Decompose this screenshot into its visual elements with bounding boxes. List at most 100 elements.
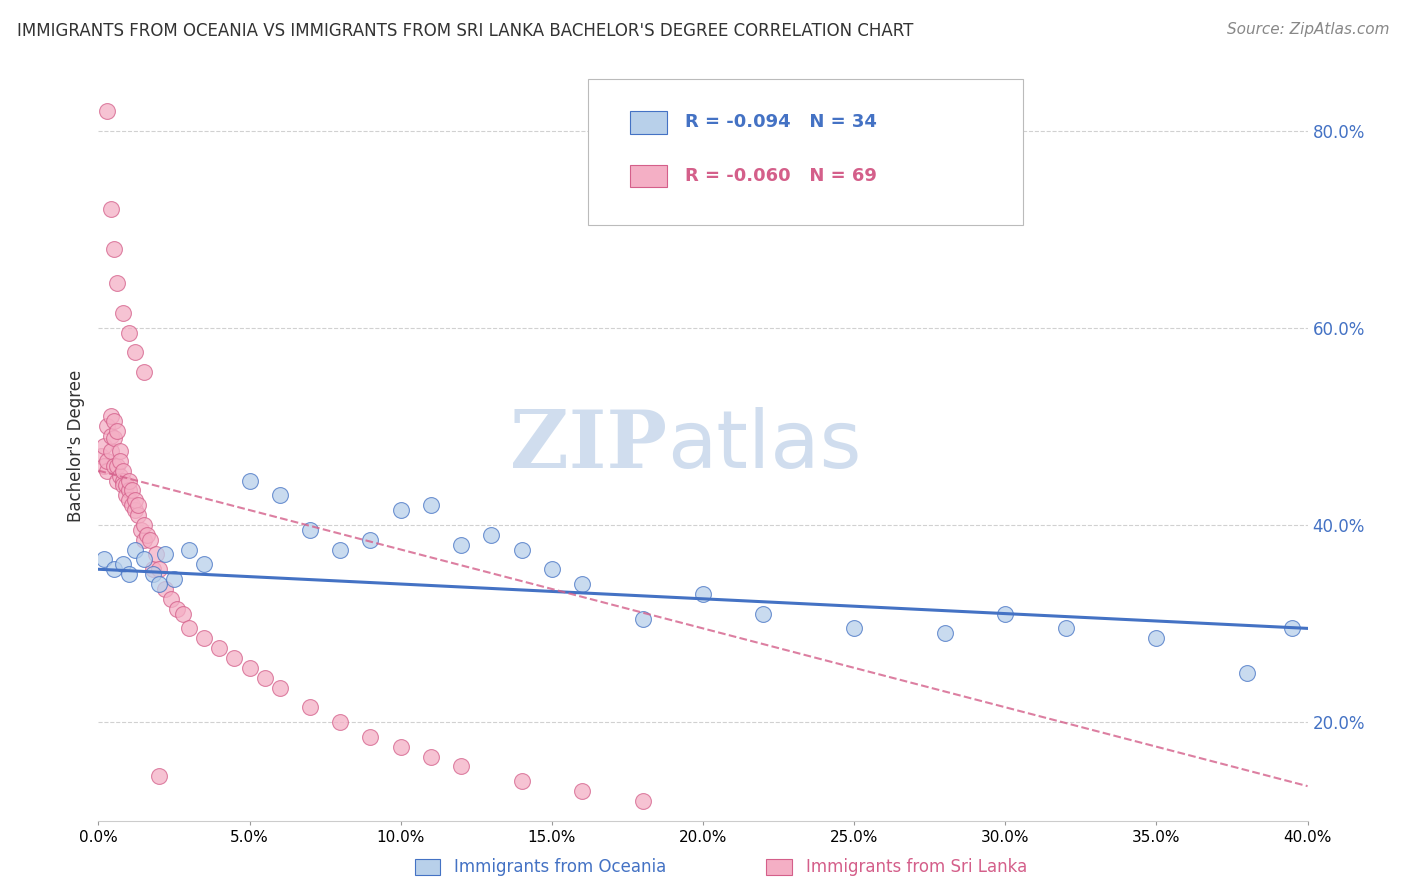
Point xyxy=(844,621,866,635)
Text: Immigrants from Sri Lanka: Immigrants from Sri Lanka xyxy=(806,858,1026,876)
Point xyxy=(96,464,118,478)
Point xyxy=(118,493,141,508)
Text: R = -0.060   N = 69: R = -0.060 N = 69 xyxy=(685,168,877,186)
Point xyxy=(100,202,122,217)
Point xyxy=(752,607,775,621)
Bar xyxy=(630,112,666,134)
Point xyxy=(148,769,170,783)
Point xyxy=(172,607,194,621)
Point xyxy=(124,493,146,508)
Point xyxy=(269,488,291,502)
Point xyxy=(571,577,593,591)
Point xyxy=(163,572,186,586)
Point xyxy=(103,562,125,576)
Point xyxy=(193,632,215,646)
Point xyxy=(510,774,533,789)
Point xyxy=(269,681,291,695)
Point xyxy=(93,458,115,473)
Point xyxy=(389,739,412,754)
Point xyxy=(100,429,122,443)
Point xyxy=(129,523,152,537)
Point xyxy=(103,431,125,445)
Point xyxy=(114,478,136,492)
Point xyxy=(692,587,714,601)
Point xyxy=(121,483,143,498)
Point xyxy=(631,611,654,625)
Point xyxy=(360,533,382,547)
Point xyxy=(118,474,141,488)
Point xyxy=(420,498,443,512)
Point xyxy=(93,439,115,453)
Point xyxy=(329,714,352,729)
Point xyxy=(934,626,956,640)
Point xyxy=(105,277,128,291)
Point xyxy=(148,562,170,576)
Point xyxy=(114,488,136,502)
Point xyxy=(420,749,443,764)
Point xyxy=(239,661,262,675)
Point xyxy=(96,454,118,468)
Point xyxy=(111,474,134,488)
Point xyxy=(108,454,131,468)
Point xyxy=(108,468,131,483)
Text: atlas: atlas xyxy=(666,407,860,485)
Point xyxy=(132,552,155,566)
Point xyxy=(118,326,141,340)
Point xyxy=(510,542,533,557)
Point xyxy=(360,730,382,744)
Point xyxy=(1236,665,1258,680)
Point xyxy=(105,424,128,438)
Point xyxy=(100,444,122,458)
Point xyxy=(111,306,134,320)
Point xyxy=(132,533,155,547)
Point xyxy=(160,591,183,606)
Point xyxy=(153,582,176,596)
Point xyxy=(127,498,149,512)
Point xyxy=(571,784,593,798)
Point xyxy=(96,103,118,118)
Point xyxy=(93,552,115,566)
Point xyxy=(111,464,134,478)
Point xyxy=(100,409,122,424)
Point xyxy=(253,671,276,685)
Point xyxy=(105,474,128,488)
Point xyxy=(124,345,146,359)
Point xyxy=(450,759,472,773)
Point xyxy=(127,508,149,522)
Point xyxy=(121,498,143,512)
Point xyxy=(108,444,131,458)
Point xyxy=(239,474,262,488)
Point xyxy=(179,542,201,557)
Point xyxy=(148,577,170,591)
Point xyxy=(481,527,503,541)
Point xyxy=(103,458,125,473)
Point xyxy=(329,542,352,557)
Point xyxy=(224,651,246,665)
Point xyxy=(132,517,155,532)
Point xyxy=(208,641,231,656)
Text: Immigrants from Oceania: Immigrants from Oceania xyxy=(454,858,666,876)
Point xyxy=(139,533,162,547)
Bar xyxy=(630,165,666,187)
Text: R = -0.094   N = 34: R = -0.094 N = 34 xyxy=(685,113,877,131)
Point xyxy=(111,478,134,492)
Text: Source: ZipAtlas.com: Source: ZipAtlas.com xyxy=(1226,22,1389,37)
Point xyxy=(540,562,562,576)
Point xyxy=(145,548,167,562)
Y-axis label: Bachelor's Degree: Bachelor's Degree xyxy=(66,370,84,522)
Point xyxy=(111,558,134,572)
Point xyxy=(124,542,146,557)
Point xyxy=(1144,632,1167,646)
Point xyxy=(153,548,176,562)
Point xyxy=(299,523,322,537)
Point xyxy=(105,458,128,473)
Point xyxy=(450,538,472,552)
Point xyxy=(103,242,125,256)
FancyBboxPatch shape xyxy=(588,78,1024,225)
Point xyxy=(994,607,1017,621)
Point xyxy=(1054,621,1077,635)
Point xyxy=(193,558,215,572)
Bar xyxy=(415,859,440,875)
Bar xyxy=(766,859,792,875)
Point xyxy=(179,621,201,635)
